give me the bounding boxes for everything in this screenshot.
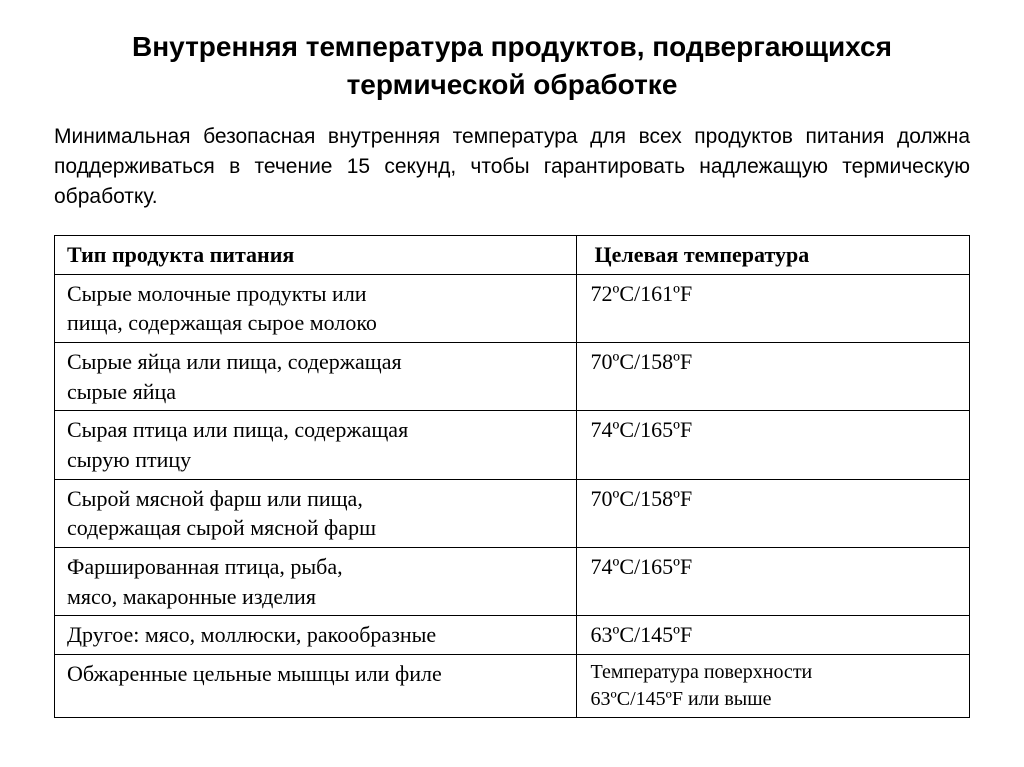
- page-subtitle: Минимальная безопасная внутренняя темпер…: [54, 122, 970, 213]
- target-temp-cell: 70ºC/158ºF: [576, 342, 969, 410]
- temperature-table: Тип продукта питания Целевая температура…: [54, 235, 970, 718]
- table-row: Сырые молочные продукты или пища, содерж…: [55, 274, 970, 342]
- table-row: Обжаренные цельные мышцы или филеТемпера…: [55, 655, 970, 718]
- table-row: Сырые яйца или пища, содержащая сырые яй…: [55, 342, 970, 410]
- food-type-cell: Другое: мясо, моллюски, ракообразные: [55, 616, 577, 655]
- target-temp-cell: 72ºC/161ºF: [576, 274, 969, 342]
- food-type-cell: Сырой мясной фарш или пища, содержащая с…: [55, 479, 577, 547]
- table-row: Сырая птица или пища, содержащая сырую п…: [55, 411, 970, 479]
- target-temp-cell: 63ºC/145ºF: [576, 616, 969, 655]
- target-temp-cell: 70ºC/158ºF: [576, 479, 969, 547]
- food-type-cell: Фаршированная птица, рыба, мясо, макарон…: [55, 548, 577, 616]
- food-type-cell: Сырые молочные продукты или пища, содерж…: [55, 274, 577, 342]
- column-header-temp: Целевая температура: [576, 235, 969, 274]
- table-header-row: Тип продукта питания Целевая температура: [55, 235, 970, 274]
- table-row: Другое: мясо, моллюски, ракообразные63ºC…: [55, 616, 970, 655]
- table-row: Фаршированная птица, рыба, мясо, макарон…: [55, 548, 970, 616]
- food-type-cell: Обжаренные цельные мышцы или филе: [55, 655, 577, 718]
- page-title: Внутренняя температура продуктов, подвер…: [54, 28, 970, 104]
- target-temp-cell: 74ºC/165ºF: [576, 411, 969, 479]
- target-temp-cell: Температура поверхности 63ºC/145ºF или в…: [576, 655, 969, 718]
- food-type-cell: Сырая птица или пища, содержащая сырую п…: [55, 411, 577, 479]
- target-temp-cell: 74ºC/165ºF: [576, 548, 969, 616]
- table-row: Сырой мясной фарш или пища, содержащая с…: [55, 479, 970, 547]
- food-type-cell: Сырые яйца или пища, содержащая сырые яй…: [55, 342, 577, 410]
- column-header-food: Тип продукта питания: [55, 235, 577, 274]
